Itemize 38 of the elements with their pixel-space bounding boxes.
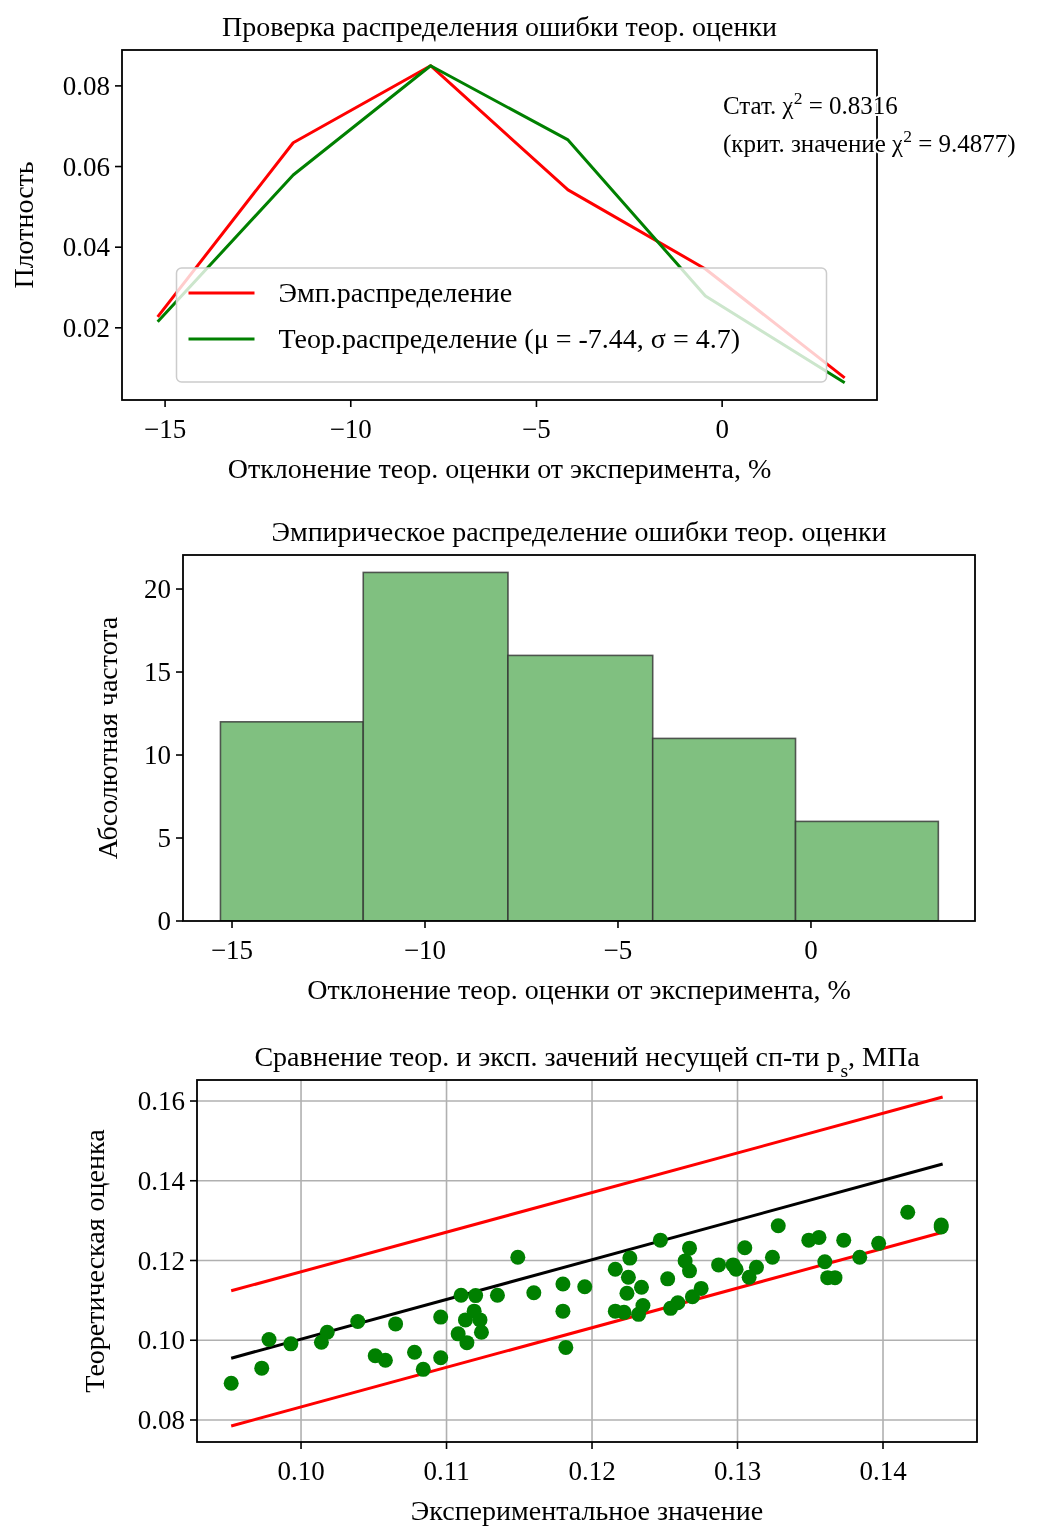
- x-tick-label: 0.13: [713, 1456, 762, 1486]
- y-axis-title: Теоретическая оценка: [79, 1128, 110, 1393]
- y-tick-label: 0.04: [62, 232, 111, 263]
- y-tick-label: 0.10: [137, 1325, 185, 1356]
- x-tick-label: 0.14: [859, 1456, 908, 1486]
- legend-label: Эмп.распределение: [278, 277, 513, 308]
- y-tick-label: 0.08: [62, 70, 110, 101]
- x-axis-title: Отклонение теор. оценки от эксперимента, %: [307, 974, 851, 1005]
- y-tick-label: 0.02: [62, 312, 110, 343]
- chart-title: Эмпирическое распределение ошибки теор. оценки: [271, 516, 887, 547]
- x-tick-label: 0: [715, 414, 729, 444]
- y-axis-title: Плотность: [8, 161, 39, 289]
- y-axis-title: Абсолютная частота: [92, 616, 123, 860]
- y-tick-label: 0.12: [137, 1245, 185, 1276]
- x-tick-label: −10: [329, 414, 372, 444]
- x-tick-label: 0.11: [423, 1456, 470, 1486]
- x-tick-label: 0.10: [277, 1456, 325, 1486]
- x-tick-label: −10: [403, 935, 447, 965]
- x-axis-title: Отклонение теор. оценки от эксперимента, %: [227, 453, 772, 484]
- y-tick-label: 10: [144, 740, 171, 771]
- y-tick-label: 0.06: [62, 151, 110, 182]
- x-axis-title: Экспериментальное значение: [410, 1495, 764, 1526]
- y-tick-label: 0: [157, 906, 171, 936]
- x-tick-label: 0.12: [568, 1456, 616, 1486]
- y-tick-label: 15: [144, 657, 171, 688]
- legend-label: Теор.распределение (μ = -7.44, σ = 4.7): [278, 323, 740, 354]
- chart-title: Проверка распределения ошибки теор. оценки: [221, 11, 778, 42]
- x-tick-label: −5: [522, 414, 551, 444]
- chart-title: Сравнение теор. и эксп. зачений несущей сп-ти p$_{s}$, МПа: [254, 1041, 921, 1081]
- x-tick-label: −5: [603, 935, 633, 965]
- x-tick-label: −15: [143, 414, 187, 444]
- y-tick-label: 5: [157, 823, 171, 854]
- y-tick-label: 20: [144, 574, 171, 605]
- y-tick-label: 0.14: [137, 1165, 186, 1196]
- y-tick-label: 0.16: [137, 1086, 185, 1117]
- x-tick-label: −15: [210, 935, 254, 965]
- x-tick-label: 0: [804, 935, 818, 965]
- y-tick-label: 0.08: [137, 1404, 185, 1435]
